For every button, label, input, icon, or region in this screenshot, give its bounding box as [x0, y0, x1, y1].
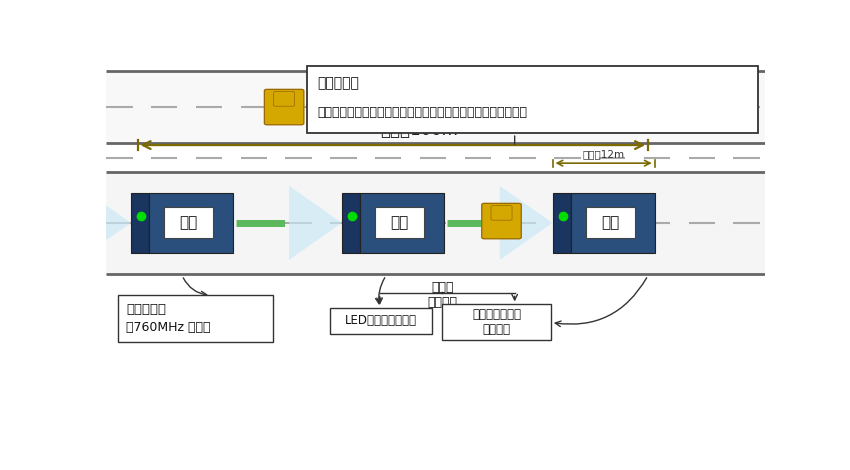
Text: 車長終12m: 車長終12m — [582, 149, 625, 159]
Bar — [164, 207, 213, 238]
Bar — [571, 193, 654, 253]
Text: 有人: 有人 — [179, 215, 198, 230]
Bar — [342, 193, 360, 253]
Polygon shape — [289, 186, 342, 260]
FancyBboxPatch shape — [264, 89, 304, 125]
Bar — [131, 193, 150, 253]
FancyBboxPatch shape — [482, 204, 521, 239]
Text: ・760MHz を使用: ・760MHz を使用 — [126, 321, 211, 334]
FancyBboxPatch shape — [274, 92, 295, 106]
Bar — [118, 295, 273, 342]
Text: 車車間通信: 車車間通信 — [126, 303, 166, 315]
Bar — [106, 71, 765, 143]
Text: LEDライト（緑色）: LEDライト（緑色） — [345, 314, 417, 328]
Text: 有人: 有人 — [601, 215, 620, 230]
Text: ・カメラ及びミリ波レーダーによる前方の物体との距離の検知: ・カメラ及びミリ波レーダーによる前方の物体との距離の検知 — [317, 106, 527, 119]
Text: 先行車認識: 先行車認識 — [317, 77, 359, 91]
FancyBboxPatch shape — [491, 206, 512, 220]
Bar — [375, 207, 424, 238]
Polygon shape — [78, 186, 131, 260]
Text: 車外の
注意喚起: 車外の 注意喚起 — [428, 281, 457, 309]
Bar — [330, 308, 433, 334]
Bar — [586, 207, 635, 238]
Bar — [150, 193, 233, 253]
Bar — [552, 193, 571, 253]
Text: ペイントによる
注意喚起: ペイントによる 注意喚起 — [472, 308, 521, 337]
Bar — [360, 193, 444, 253]
Bar — [307, 66, 758, 133]
Text: 有人: 有人 — [390, 215, 409, 230]
Bar — [442, 304, 551, 340]
Bar — [106, 172, 765, 274]
Text: 全長約100m: 全長約100m — [380, 121, 458, 139]
Polygon shape — [500, 186, 552, 260]
